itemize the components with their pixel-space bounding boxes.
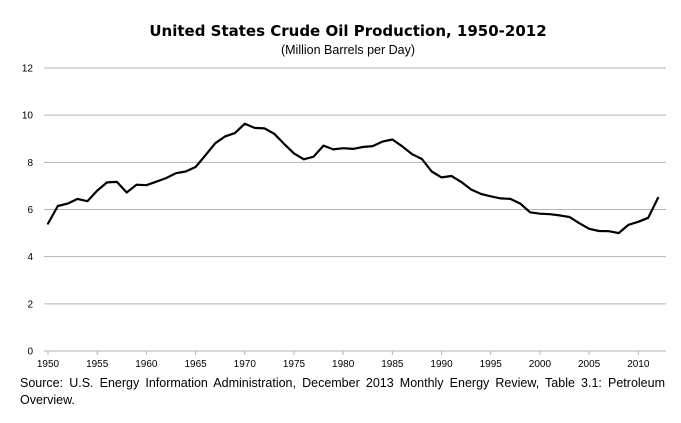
gridlines — [44, 67, 666, 352]
source-note: Source: U.S. Energy Information Administ… — [20, 376, 665, 407]
y-tick-label: 0 — [27, 347, 33, 358]
x-tick-label: 1960 — [135, 359, 158, 370]
x-tick-label: 1965 — [184, 359, 207, 370]
y-tick-label: 4 — [27, 252, 33, 263]
x-tick-label: 1990 — [430, 359, 453, 370]
y-tick-label: 12 — [22, 64, 34, 75]
x-tick-label: 1995 — [480, 359, 503, 370]
x-tick-label: 1985 — [381, 359, 404, 370]
y-axis-ticks: 0 2 4 6 8 10 12 — [22, 64, 34, 358]
x-tick-label: 1950 — [37, 359, 60, 370]
x-tick-label: 2000 — [529, 359, 552, 370]
x-tick-label: 2010 — [627, 359, 650, 370]
y-tick-label: 6 — [27, 205, 33, 216]
chart-title: United States Crude Oil Production, 1950… — [149, 22, 546, 40]
y-tick-label: 8 — [27, 158, 33, 169]
x-axis-ticks: 1950 1955 1960 1965 1970 1975 1980 1985 1990 1995… — [37, 351, 650, 370]
x-tick-label: 2005 — [578, 359, 601, 370]
series-layer — [46, 122, 660, 235]
x-tick-label: 1975 — [283, 359, 306, 370]
x-tick-label: 1955 — [86, 359, 109, 370]
y-tick-label: 10 — [22, 111, 34, 122]
chart-subtitle: (Million Barrels per Day) — [281, 43, 415, 57]
y-tick-label: 2 — [27, 299, 33, 310]
series-line-crude-oil-production — [46, 122, 660, 235]
x-tick-label: 1980 — [332, 359, 355, 370]
x-tick-label: 1970 — [234, 359, 257, 370]
